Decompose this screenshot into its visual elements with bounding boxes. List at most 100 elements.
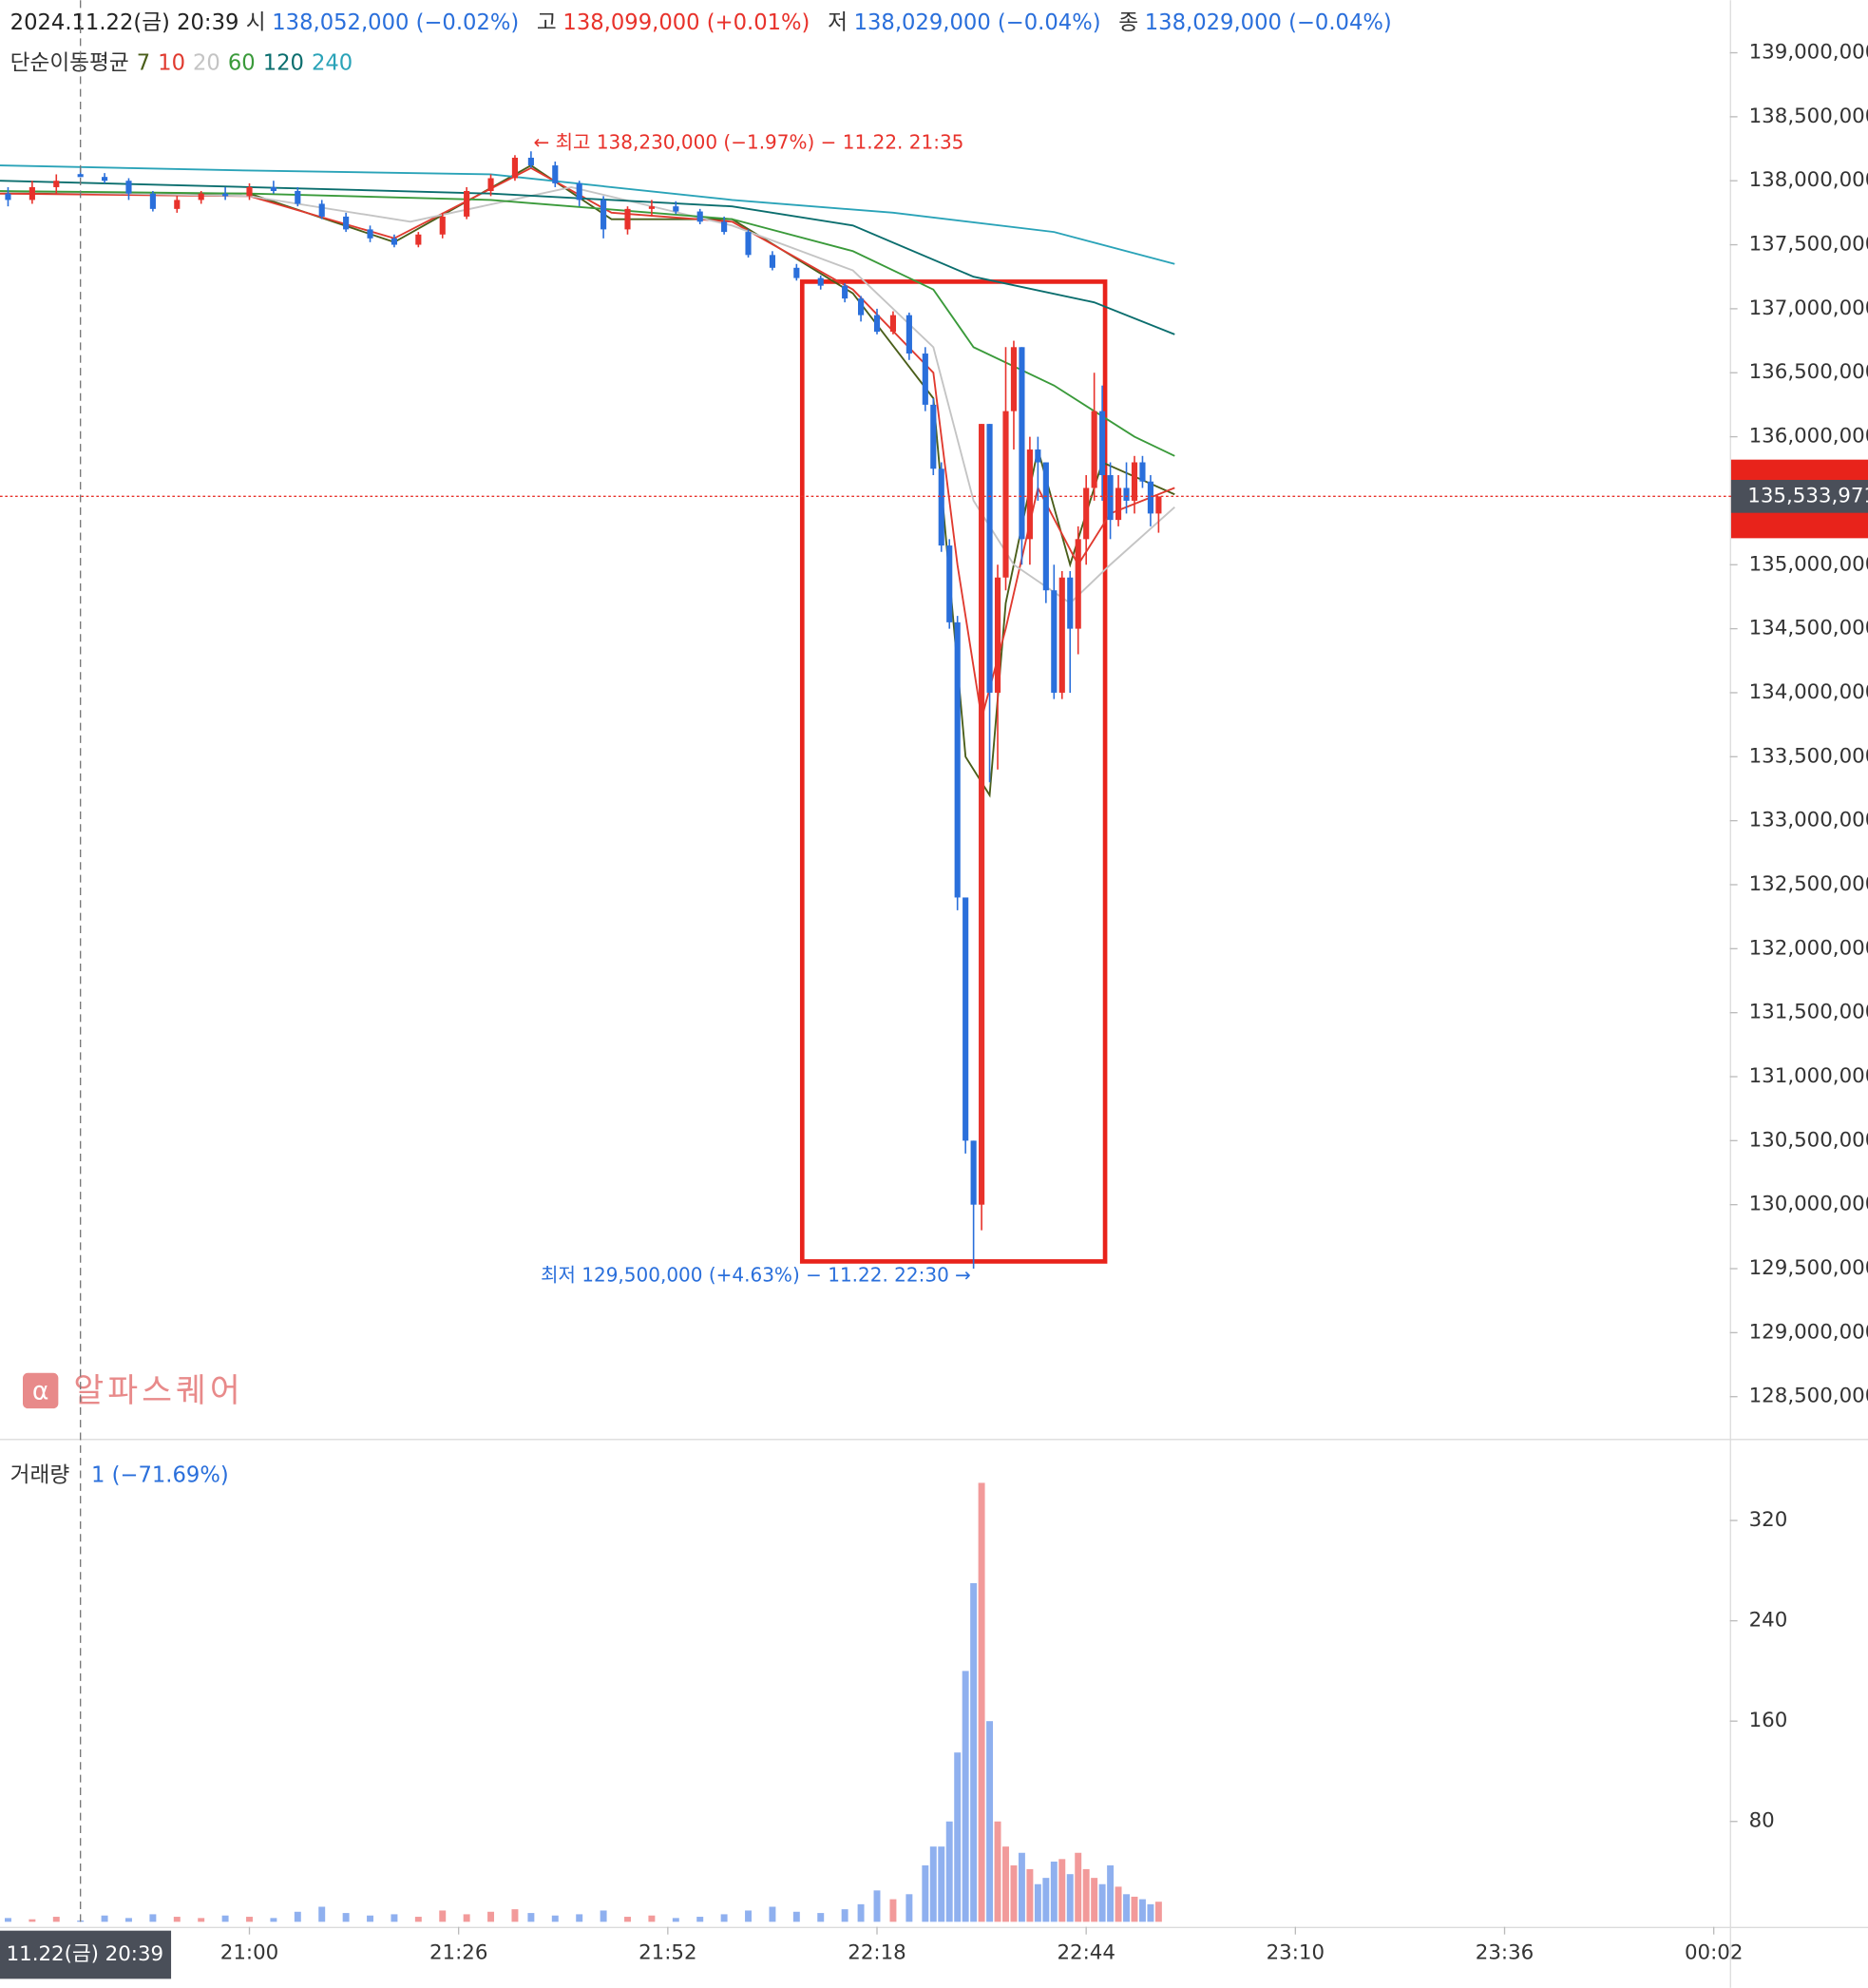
ohlc-value: 138,029,000 (−0.04%) <box>854 10 1101 35</box>
volume-bar <box>889 1899 897 1922</box>
x-tick-label: 21:00 <box>220 1941 278 1965</box>
volume-bar <box>1010 1864 1018 1922</box>
last-price-box <box>1730 480 1868 513</box>
y-tick-label: 128,500,000 <box>1749 1385 1868 1408</box>
candle-body <box>954 621 961 898</box>
volume-bar <box>1066 1874 1074 1922</box>
extreme-annotation: ← 최고 138,230,000 (−1.97%) − 11.22. 21:35 <box>534 131 964 154</box>
candle-body <box>149 193 156 209</box>
y-tick-label: 131,500,000 <box>1749 1001 1868 1024</box>
volume-bar <box>600 1910 607 1922</box>
volume-bar <box>294 1911 301 1922</box>
y-tick-label: 160 <box>1749 1709 1788 1732</box>
candle-body <box>1139 462 1146 482</box>
y-tick-label: 134,500,000 <box>1749 617 1868 640</box>
y-tick-label: 130,000,000 <box>1749 1193 1868 1216</box>
volume-bar <box>414 1917 422 1922</box>
candle-body <box>552 165 559 183</box>
volume-bar <box>125 1918 132 1922</box>
candle-body <box>5 193 11 201</box>
volume-bar <box>52 1917 60 1922</box>
candle-body <box>721 221 728 233</box>
volume-bar <box>5 1918 11 1922</box>
volume-bar <box>769 1906 776 1922</box>
candle-body <box>1035 449 1041 463</box>
last-price-label: 135,533,971 <box>1747 484 1868 507</box>
candle-body <box>1083 487 1090 540</box>
volume-bar <box>1082 1868 1090 1922</box>
candle-body <box>970 1140 977 1205</box>
volume-bar <box>439 1910 447 1922</box>
candle-body <box>979 424 985 1205</box>
y-tick-label: 139,000,000 <box>1749 41 1868 65</box>
candle-body <box>270 186 276 191</box>
candle-body <box>527 157 534 166</box>
candle-body <box>793 267 800 278</box>
volume-bar <box>1042 1878 1050 1922</box>
ma-legend: 10 <box>158 51 185 76</box>
candle-body <box>29 186 35 201</box>
candle-body <box>1091 411 1097 488</box>
y-tick-label: 135,000,000 <box>1749 552 1868 576</box>
volume-bar <box>463 1914 470 1922</box>
y-tick-label: 138,500,000 <box>1749 105 1868 128</box>
candle-body <box>222 193 229 197</box>
y-tick-label: 138,000,000 <box>1749 168 1868 192</box>
x-tick-label: 23:36 <box>1476 1941 1534 1965</box>
candle-body <box>745 232 752 256</box>
volume-bar <box>841 1909 848 1922</box>
volume-bar <box>648 1915 656 1922</box>
candle-body <box>1099 411 1106 475</box>
candle-body <box>1042 462 1049 591</box>
candle-body <box>873 315 881 333</box>
volume-bar <box>101 1915 108 1922</box>
ma-line <box>0 164 1175 265</box>
ohlc-value: 138,029,000 (−0.04%) <box>1145 10 1392 35</box>
candle-body <box>842 285 848 299</box>
volume-bar <box>986 1721 994 1922</box>
candle-body <box>930 404 937 469</box>
candle-body <box>125 181 132 194</box>
volume-bar <box>270 1918 277 1922</box>
volume-bar <box>792 1911 800 1922</box>
candle-body <box>1010 347 1018 411</box>
header-date: 2024.11.22(금) 20:39 <box>10 10 239 35</box>
candle-body <box>464 190 470 217</box>
candle-body <box>439 216 446 235</box>
volume-bar <box>1147 1903 1154 1922</box>
volume-bar <box>945 1821 953 1922</box>
candle-body <box>511 157 519 179</box>
volume-bar <box>938 1846 945 1922</box>
volume-bar <box>1115 1886 1122 1922</box>
candle-body <box>367 229 373 239</box>
extreme-annotation: 최저 129,500,000 (+4.63%) − 11.22. 22:30 → <box>541 1264 971 1287</box>
candle-body <box>963 897 969 1141</box>
candle-body <box>318 203 325 217</box>
y-tick-label: 134,000,000 <box>1749 680 1868 704</box>
ma-title: 단순이동평균 <box>10 51 129 76</box>
watermark-icon <box>23 1372 59 1409</box>
volume-bar <box>994 1821 1001 1922</box>
candle-body <box>174 200 181 209</box>
volume-bar <box>745 1910 752 1922</box>
ohlc-label: 종 <box>1118 10 1138 35</box>
y-tick-label: 137,500,000 <box>1749 233 1868 257</box>
volume-bar <box>954 1752 962 1922</box>
volume-bar <box>342 1913 350 1922</box>
crosshair-label-bg <box>0 1930 172 1979</box>
y-tick-label: 133,500,000 <box>1749 744 1868 768</box>
y-tick-label: 136,000,000 <box>1749 425 1868 449</box>
volume-bar <box>978 1482 985 1922</box>
ma-legend: 20 <box>193 51 220 76</box>
y-tick-label: 133,000,000 <box>1749 809 1868 832</box>
ma-legend: 60 <box>228 51 256 76</box>
candle-body <box>817 277 824 286</box>
x-tick-label: 21:52 <box>639 1941 696 1965</box>
candle-body <box>1026 449 1033 540</box>
ohlc-label: 시 <box>246 10 266 35</box>
volume-bar <box>1123 1894 1130 1922</box>
volume-bar <box>720 1914 728 1922</box>
volume-bar <box>367 1915 373 1922</box>
